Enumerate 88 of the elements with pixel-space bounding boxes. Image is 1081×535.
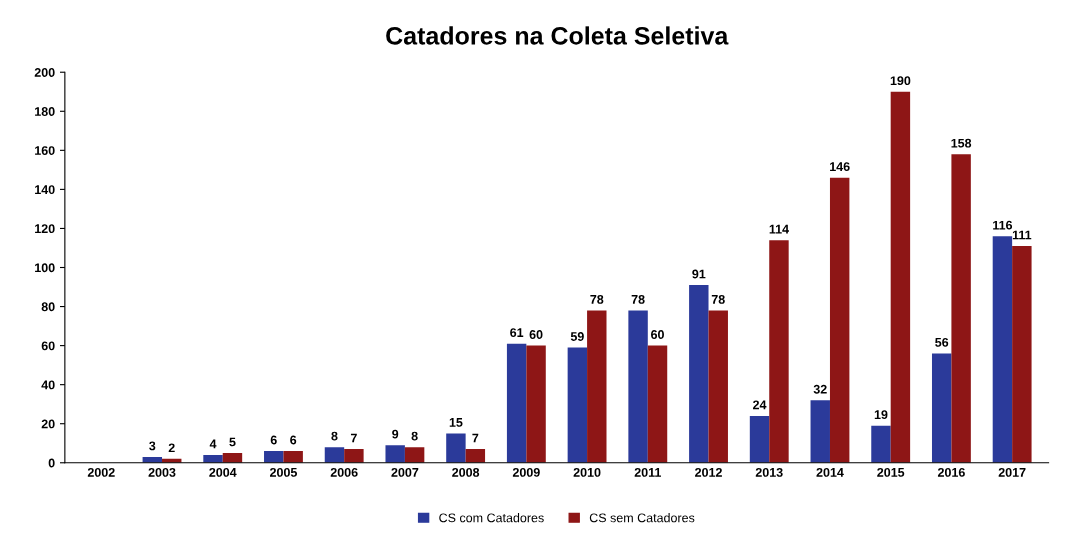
data-label: 5 [229, 437, 236, 447]
data-label: 2 [168, 443, 175, 453]
data-label: 7 [472, 433, 479, 443]
x-tick-label: 2016 [937, 467, 965, 477]
data-label: 4 [209, 439, 217, 449]
x-tick-label: 2012 [695, 467, 722, 477]
bar [628, 310, 648, 463]
bar [385, 445, 405, 463]
y-tick-label: 80 [41, 302, 55, 312]
data-label: 61 [510, 328, 524, 338]
x-tick-label: 2002 [87, 467, 115, 477]
bar [567, 347, 588, 463]
data-label: 158 [951, 138, 972, 148]
x-tick-label: 2011 [634, 467, 662, 477]
data-label: 60 [529, 330, 543, 339]
y-tick-label: 120 [35, 224, 55, 234]
data-label: 114 [769, 224, 789, 234]
bar [203, 454, 223, 463]
data-label: 15 [449, 418, 463, 427]
data-label: 6 [290, 435, 297, 445]
data-label: 59 [570, 332, 584, 341]
bar [951, 154, 971, 463]
bar [749, 415, 770, 463]
bar [769, 240, 789, 463]
data-label: 111 [1012, 230, 1032, 240]
y-tick-label: 200 [34, 68, 55, 77]
y-tick-label: 100 [35, 263, 55, 273]
bar [222, 453, 243, 463]
data-label: 7 [350, 433, 357, 443]
bar [708, 310, 728, 463]
data-label: 56 [935, 337, 949, 347]
x-tick-label: 2007 [391, 467, 419, 477]
y-tick-label: 60 [41, 341, 55, 351]
y-tick-label: 40 [41, 380, 55, 390]
x-tick-label: 2006 [330, 467, 358, 477]
bar [324, 447, 345, 463]
bar [506, 343, 527, 463]
bar [829, 177, 850, 463]
bar [587, 310, 607, 463]
data-label: 116 [993, 220, 1013, 230]
y-tick-label: 140 [35, 185, 55, 195]
data-label: 78 [711, 294, 725, 304]
data-label: 78 [631, 294, 645, 304]
data-label: 91 [692, 269, 706, 279]
x-tick-label: 2010 [573, 467, 601, 477]
x-tick-label: 2014 [816, 467, 844, 477]
x-tick-label: 2004 [209, 467, 237, 477]
data-label: 9 [392, 429, 399, 439]
x-tick-label: 2005 [269, 467, 298, 477]
bar [647, 345, 668, 463]
data-label: 32 [813, 384, 827, 394]
x-tick-label: 2015 [877, 467, 905, 477]
bar [890, 91, 911, 463]
x-tick-label: 2003 [148, 467, 176, 477]
bar [465, 449, 486, 463]
bar [810, 400, 830, 463]
chart-title: Catadores na Coleta Seletiva [386, 26, 729, 45]
bar [344, 449, 364, 463]
data-label: 8 [411, 431, 418, 441]
data-label: 190 [890, 76, 911, 86]
bar [931, 353, 952, 463]
data-label: 24 [753, 400, 767, 410]
bar [264, 451, 284, 463]
bar [526, 345, 546, 463]
data-label: 3 [149, 441, 156, 451]
bar [404, 447, 425, 463]
data-label: 60 [651, 330, 664, 339]
bar [689, 285, 709, 463]
bar [992, 236, 1013, 463]
legend-label: CS sem Catadores [589, 513, 695, 523]
y-tick-label: 180 [35, 107, 55, 116]
data-label: 8 [331, 431, 338, 441]
legend-label: CS com Catadores [439, 513, 544, 523]
x-tick-label: 2008 [452, 467, 480, 477]
y-tick-label: 0 [48, 458, 55, 468]
bar [283, 451, 303, 463]
y-tick-label: 160 [35, 146, 55, 155]
data-label: 19 [874, 410, 888, 420]
bar [1012, 246, 1032, 463]
bar [871, 425, 891, 463]
bar [446, 433, 466, 463]
y-tick-label: 20 [41, 419, 55, 429]
x-tick-label: 2013 [755, 467, 783, 477]
data-label: 78 [590, 294, 604, 304]
x-tick-label: 2009 [512, 467, 540, 477]
data-label: 6 [270, 435, 277, 445]
data-label: 146 [830, 162, 850, 172]
x-tick-label: 2017 [998, 467, 1026, 477]
